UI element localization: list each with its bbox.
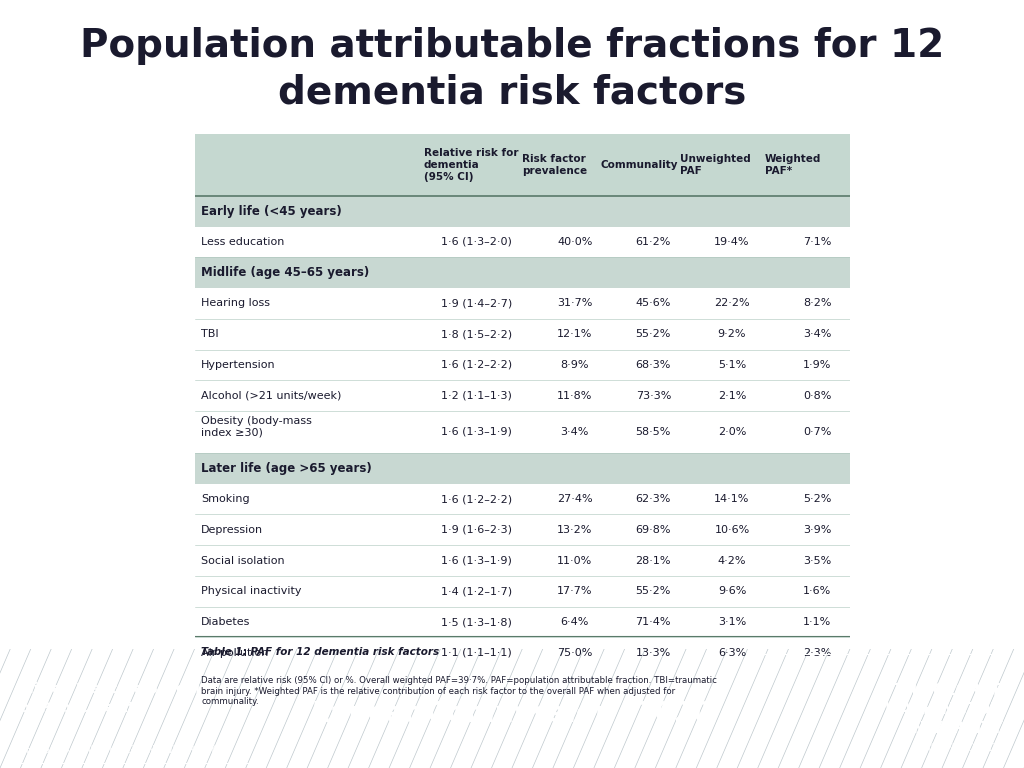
- Text: 3·9%: 3·9%: [803, 525, 831, 535]
- Text: 1·6 (1·3–2·0): 1·6 (1·3–2·0): [441, 237, 512, 247]
- Text: Hypertension: Hypertension: [201, 360, 275, 370]
- Text: 8·9%: 8·9%: [560, 360, 589, 370]
- Text: 13·3%: 13·3%: [636, 647, 671, 657]
- Text: 68·3%: 68·3%: [636, 360, 671, 370]
- Text: 3·1%: 3·1%: [718, 617, 746, 627]
- Text: 1·5 (1·3–1·8): 1·5 (1·3–1·8): [441, 617, 512, 627]
- Text: 4·2%: 4·2%: [718, 555, 746, 565]
- Text: Air pollution: Air pollution: [201, 647, 268, 657]
- Text: 17·7%: 17·7%: [557, 586, 593, 596]
- Text: 27·4%: 27·4%: [557, 494, 593, 504]
- Text: 2·1%: 2·1%: [718, 391, 746, 401]
- Text: 9·2%: 9·2%: [718, 329, 746, 339]
- Bar: [195, 257, 850, 288]
- Text: 62·3%: 62·3%: [636, 494, 671, 504]
- Text: WASHINGTON, DC: WASHINGTON, DC: [915, 743, 1004, 753]
- Text: Milken Institute School
of Public Health: Milken Institute School of Public Health: [20, 682, 201, 715]
- Text: 6·4%: 6·4%: [560, 617, 589, 627]
- Text: 0·7%: 0·7%: [803, 427, 831, 437]
- Text: 12·1%: 12·1%: [557, 329, 592, 339]
- Text: 2·0%: 2·0%: [718, 427, 746, 437]
- Text: 11·8%: 11·8%: [557, 391, 592, 401]
- Text: Population attributable fractions for 12
dementia risk factors: Population attributable fractions for 12…: [80, 27, 944, 111]
- Text: 6·3%: 6·3%: [718, 647, 746, 657]
- Text: Smoking: Smoking: [201, 494, 250, 504]
- Text: Social isolation: Social isolation: [201, 555, 285, 565]
- Text: 11·0%: 11·0%: [557, 555, 592, 565]
- Text: 13·2%: 13·2%: [557, 525, 592, 535]
- Text: Relative risk for
dementia
(95% CI): Relative risk for dementia (95% CI): [424, 148, 518, 182]
- Text: Less education: Less education: [201, 237, 285, 247]
- Text: UNIVERSITY: UNIVERSITY: [901, 721, 1004, 737]
- Bar: [195, 453, 850, 484]
- Text: 1·4 (1·2–1·7): 1·4 (1·2–1·7): [440, 586, 512, 596]
- Text: 5·1%: 5·1%: [718, 360, 746, 370]
- Bar: [195, 196, 850, 227]
- Text: 1·6%: 1·6%: [803, 586, 831, 596]
- Text: Obesity (body-mass
index ≥30): Obesity (body-mass index ≥30): [201, 415, 312, 438]
- Text: 1·1 (1·1–1·1): 1·1 (1·1–1·1): [441, 647, 512, 657]
- Text: 71·4%: 71·4%: [636, 617, 671, 627]
- Text: Physical inactivity: Physical inactivity: [201, 586, 302, 596]
- Text: Lancet Commission, 2020: Lancet Commission, 2020: [311, 700, 713, 728]
- Text: Midlife (age 45–65 years): Midlife (age 45–65 years): [201, 266, 370, 279]
- Text: 1·6 (1·2–2·2): 1·6 (1·2–2·2): [440, 360, 512, 370]
- Bar: [195, 134, 850, 196]
- Text: 1·6 (1·3–1·9): 1·6 (1·3–1·9): [441, 427, 512, 437]
- Text: THE GEORGE: THE GEORGE: [894, 683, 1004, 698]
- Text: 55·2%: 55·2%: [636, 586, 671, 596]
- Text: 1·9 (1·6–2·3): 1·9 (1·6–2·3): [441, 525, 512, 535]
- Text: 1·2 (1·1–1·3): 1·2 (1·1–1·3): [441, 391, 512, 401]
- Text: 1·6 (1·3–1·9): 1·6 (1·3–1·9): [441, 555, 512, 565]
- Text: Hearing loss: Hearing loss: [201, 299, 270, 309]
- Text: Weighted
PAF*: Weighted PAF*: [765, 154, 821, 176]
- Text: TBI: TBI: [201, 329, 219, 339]
- Text: Depression: Depression: [201, 525, 263, 535]
- Text: Later life (age >65 years): Later life (age >65 years): [201, 462, 372, 475]
- Text: 9·6%: 9·6%: [718, 586, 746, 596]
- Text: 73·3%: 73·3%: [636, 391, 671, 401]
- Text: Table 1: PAF for 12 dementia risk factors: Table 1: PAF for 12 dementia risk factor…: [201, 647, 439, 657]
- Text: Alcohol (>21 units/week): Alcohol (>21 units/week): [201, 391, 341, 401]
- Text: 55·2%: 55·2%: [636, 329, 671, 339]
- Text: 69·8%: 69·8%: [636, 525, 671, 535]
- Text: Unweighted
PAF: Unweighted PAF: [680, 154, 751, 176]
- Text: 14·1%: 14·1%: [715, 494, 750, 504]
- Text: 28·1%: 28·1%: [636, 555, 671, 565]
- Text: WASHINGTON: WASHINGTON: [885, 702, 1004, 717]
- Text: 61·2%: 61·2%: [636, 237, 671, 247]
- Text: 2·3%: 2·3%: [803, 647, 831, 657]
- Text: 40·0%: 40·0%: [557, 237, 592, 247]
- Text: Diabetes: Diabetes: [201, 617, 251, 627]
- Text: 1·6 (1·2–2·2): 1·6 (1·2–2·2): [440, 494, 512, 504]
- Text: 8·2%: 8·2%: [803, 299, 831, 309]
- Text: 7·1%: 7·1%: [803, 237, 831, 247]
- Text: 0·8%: 0·8%: [803, 391, 831, 401]
- Text: Data are relative risk (95% CI) or %. Overall weighted PAF=39·7%. PAF=population: Data are relative risk (95% CI) or %. Ov…: [201, 676, 717, 706]
- Text: 31·7%: 31·7%: [557, 299, 592, 309]
- Text: Early life (<45 years): Early life (<45 years): [201, 204, 342, 217]
- Text: Risk factor
prevalence: Risk factor prevalence: [522, 154, 588, 176]
- Text: 75·0%: 75·0%: [557, 647, 592, 657]
- Text: 1·1%: 1·1%: [803, 617, 831, 627]
- Text: Communality: Communality: [601, 160, 678, 170]
- Text: THE GEORGE WASHINGTON UNIVERSITY: THE GEORGE WASHINGTON UNIVERSITY: [20, 745, 216, 755]
- Text: 1·9 (1·4–2·7): 1·9 (1·4–2·7): [440, 299, 512, 309]
- Text: 45·6%: 45·6%: [636, 299, 671, 309]
- Text: 3·4%: 3·4%: [803, 329, 831, 339]
- Text: 3·4%: 3·4%: [560, 427, 589, 437]
- Text: 22·2%: 22·2%: [714, 299, 750, 309]
- Text: 1·8 (1·5–2·2): 1·8 (1·5–2·2): [440, 329, 512, 339]
- Text: 5·2%: 5·2%: [803, 494, 831, 504]
- Text: 58·5%: 58·5%: [636, 427, 671, 437]
- Text: 3·5%: 3·5%: [803, 555, 831, 565]
- Text: 1·9%: 1·9%: [803, 360, 831, 370]
- Text: 10·6%: 10·6%: [715, 525, 750, 535]
- Text: 19·4%: 19·4%: [714, 237, 750, 247]
